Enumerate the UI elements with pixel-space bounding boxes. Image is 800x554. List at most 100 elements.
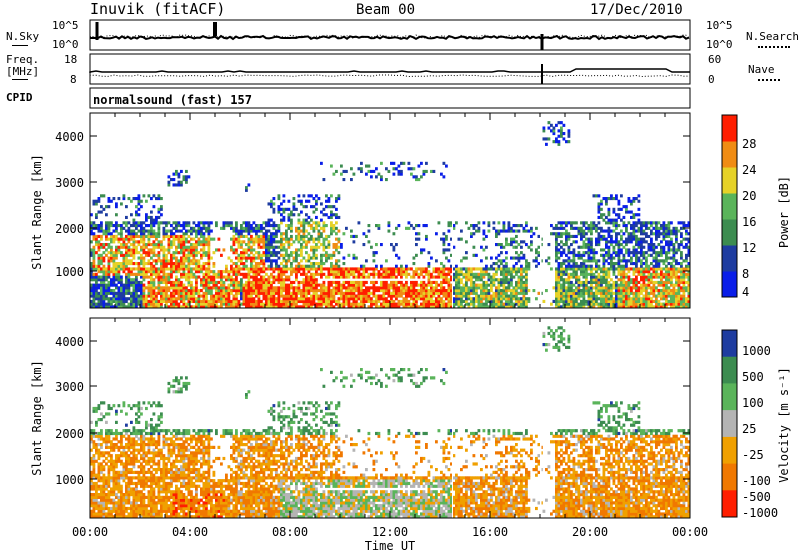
power-cell: [587, 289, 591, 293]
power-cell: [660, 270, 663, 274]
power-cell: [505, 229, 508, 233]
power-cell: [380, 272, 383, 276]
power-cell: [125, 237, 128, 241]
power-cell: [162, 251, 166, 255]
power-cell: [587, 253, 591, 257]
power-cell: [125, 248, 128, 252]
power-cell: [397, 270, 401, 274]
power-cell: [232, 272, 236, 276]
power-cell: [265, 299, 268, 304]
nsky-trace: [90, 34, 690, 41]
power-cell: [267, 280, 271, 285]
power-cell: [350, 294, 353, 298]
power-cell: [565, 140, 568, 144]
power-cell: [495, 229, 498, 233]
power-cell: [377, 299, 381, 304]
power-cell: [470, 297, 473, 301]
power-cell: [660, 280, 663, 285]
power-cell: [255, 283, 258, 287]
power-cell: [455, 283, 458, 287]
power-cell: [142, 248, 146, 252]
power-cell: [502, 289, 506, 293]
power-cell: [325, 275, 328, 279]
power-cell: [560, 132, 563, 136]
power-cell: [597, 240, 601, 244]
power-cell: [367, 240, 371, 244]
power-cell: [465, 302, 468, 306]
nave-tick-low: 0: [708, 73, 715, 86]
power-cell: [105, 224, 108, 228]
power-cell: [232, 243, 236, 247]
power-cell: [225, 278, 228, 282]
power-cell: [117, 270, 121, 274]
power-cell: [372, 272, 376, 276]
power-cell: [270, 232, 273, 236]
power-cell: [607, 232, 611, 236]
power-cell: [322, 286, 326, 290]
power-cell: [112, 294, 116, 298]
power-cell: [377, 286, 381, 290]
power-cell: [430, 275, 433, 279]
power-cell: [147, 253, 151, 257]
power-cell: [477, 305, 481, 308]
power-cell: [212, 237, 216, 241]
power-cell: [590, 245, 593, 249]
power-cell: [115, 270, 118, 274]
power-cell: [500, 297, 503, 301]
power-cell: [472, 305, 476, 308]
power-cell: [662, 297, 666, 301]
power-cell: [310, 267, 313, 271]
power-cell: [512, 240, 516, 244]
power-cell: [287, 237, 291, 241]
power-cell: [160, 291, 163, 295]
power-cell: [165, 229, 168, 233]
power-cell: [645, 232, 648, 236]
power-cell: [337, 229, 341, 233]
power-cell: [567, 129, 571, 133]
power-cell: [115, 234, 118, 239]
power-cell: [210, 299, 213, 304]
power-cell: [107, 229, 111, 233]
power-cell: [100, 253, 103, 257]
power-cell: [315, 202, 318, 206]
power-cell: [447, 248, 451, 252]
power-cell: [600, 305, 603, 308]
power-cell: [662, 262, 666, 266]
power-cell: [127, 226, 131, 230]
power-cell: [590, 243, 593, 247]
power-cell: [617, 272, 621, 276]
power-cell: [442, 299, 446, 304]
power-cell: [295, 275, 298, 279]
power-cell: [457, 302, 461, 306]
power-cell: [117, 197, 121, 201]
power-cell: [200, 278, 203, 282]
power-cell: [345, 289, 348, 293]
power-cell: [635, 283, 638, 287]
power-cell: [102, 245, 106, 249]
power-cell: [175, 172, 178, 176]
power-cell: [245, 305, 248, 308]
power-cell: [385, 267, 388, 271]
power-cell: [667, 251, 671, 255]
power-cell: [595, 243, 598, 247]
power-cell: [290, 213, 293, 217]
power-cell: [652, 305, 656, 308]
power-cell: [662, 305, 666, 308]
power-cell: [132, 256, 136, 260]
power-cell: [312, 197, 316, 201]
power-cell: [135, 251, 138, 255]
power-cell: [155, 218, 158, 222]
power-cell: [522, 280, 526, 285]
power-cell: [287, 224, 291, 228]
power-cell: [335, 226, 338, 230]
power-cell: [305, 205, 308, 209]
power-cell: [277, 240, 281, 244]
power-cell: [135, 302, 138, 306]
power-cell: [392, 305, 396, 308]
power-cell: [467, 270, 471, 274]
power-cell: [290, 267, 293, 271]
power-cell: [345, 302, 348, 306]
power-cell: [182, 264, 186, 268]
power-cell: [380, 294, 383, 298]
power-cell: [132, 262, 136, 266]
